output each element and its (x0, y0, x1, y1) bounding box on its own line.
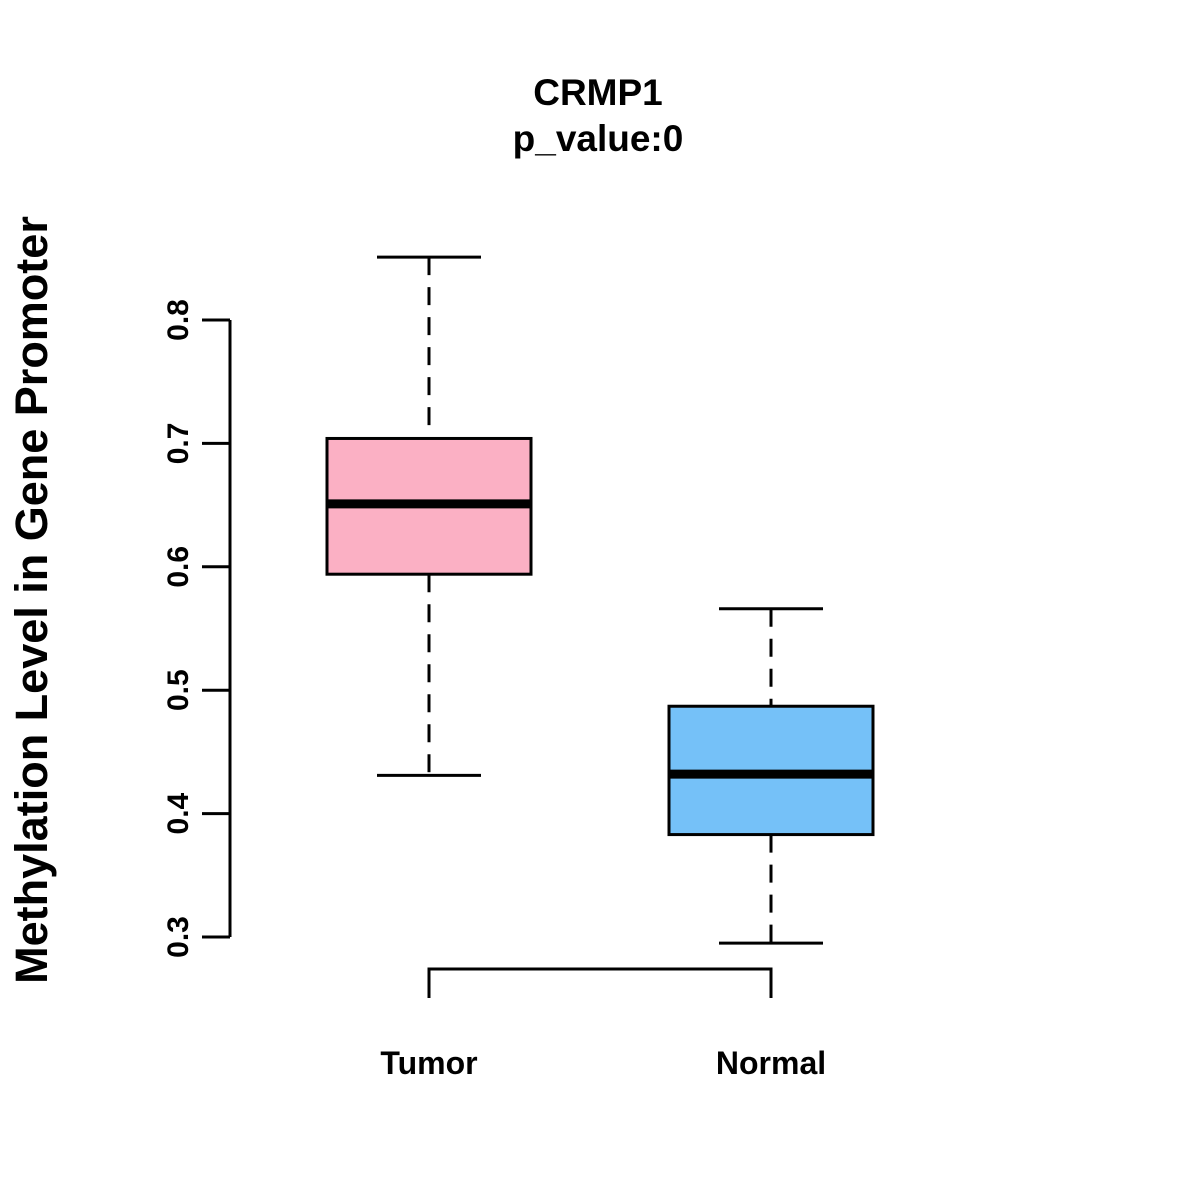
y-tick-label: 0.7 (162, 423, 195, 465)
y-axis: 0.3 0.4 0.5 0.6 0.7 0.8 (162, 299, 232, 958)
chart-title: CRMP1 (533, 72, 663, 113)
box-normal (667, 607, 875, 945)
y-tick-label: 0.8 (162, 299, 195, 341)
y-tick-label: 0.3 (162, 916, 195, 958)
y-tick-label: 0.5 (162, 669, 195, 711)
boxes-layer (325, 255, 875, 945)
y-axis-label: Methylation Level in Gene Promoter (6, 216, 57, 984)
x-axis-labels: Tumor Normal (380, 1045, 826, 1081)
x-category-label: Tumor (380, 1045, 477, 1081)
y-tick-label: 0.4 (162, 792, 195, 834)
y-tick-label: 0.6 (162, 546, 195, 588)
bracket-line (427, 967, 773, 998)
significance-bracket (427, 967, 773, 998)
x-category-label: Normal (716, 1045, 826, 1081)
box-tumor (325, 255, 533, 777)
chart-subtitle: p_value:0 (513, 118, 684, 159)
